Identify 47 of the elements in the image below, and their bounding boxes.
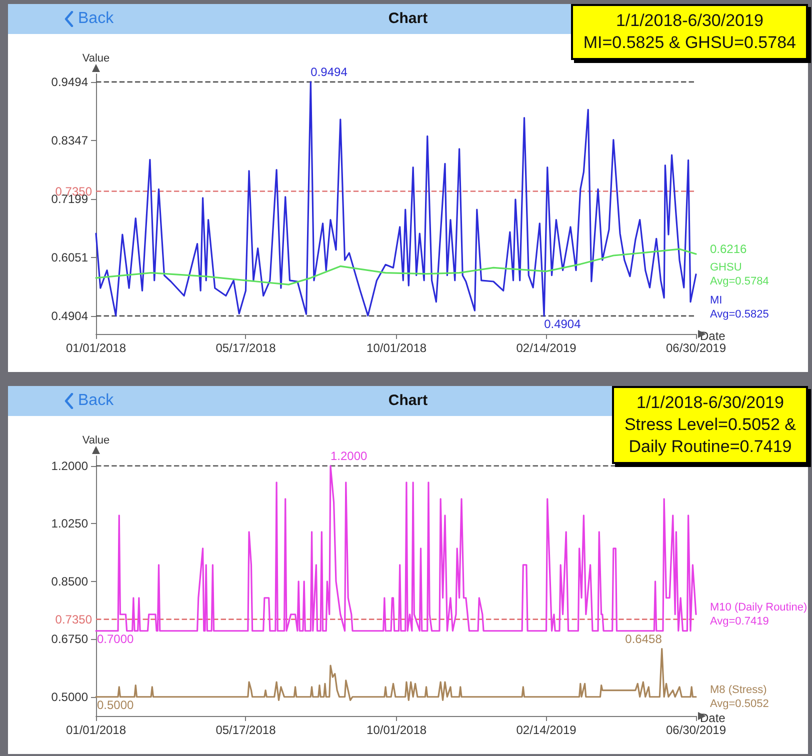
x-tick-label: 02/14/2019 xyxy=(516,341,577,355)
y-tick-label: 1.2000 xyxy=(51,458,88,473)
chart-subtitle: 1/1/2018-6/30/2019 MI=0.5825 & GHSU=0.5784 xyxy=(571,4,808,60)
chart-subtitle: 1/1/2018-6/30/2019 Stress Level=0.5052 & Daily Routine=0.7419 xyxy=(612,386,808,464)
y-tick-label: 0.8500 xyxy=(51,574,88,588)
x-tick-label: 10/01/2018 xyxy=(366,723,427,737)
text: Back xyxy=(78,10,114,28)
annotation: 1.2000 xyxy=(330,448,368,463)
annotation: 0.5000 xyxy=(97,698,134,712)
x-tick-label: 05/17/2018 xyxy=(216,341,276,355)
annotation: 0.6458 xyxy=(625,632,662,646)
text: Avg=0.7419 xyxy=(710,615,769,628)
text: Avg=0.5052 xyxy=(710,698,769,710)
series-label: GHSU xyxy=(710,262,742,274)
ref-line-label: 0.7350 xyxy=(55,612,92,626)
y-tick-label: 0.4904 xyxy=(51,308,88,323)
y-tick-label: 0.6051 xyxy=(51,250,88,264)
x-tick-label: 01/01/2018 xyxy=(66,341,126,355)
x-tick-label: 06/30/2019 xyxy=(666,341,726,355)
annotation: 0.9494 xyxy=(310,64,348,79)
line-series xyxy=(95,248,697,286)
y-tick-label: 0.9494 xyxy=(51,74,88,89)
line-series xyxy=(95,648,697,701)
x-tick-label: 06/30/2019 xyxy=(666,723,726,737)
text: Back xyxy=(78,392,114,410)
text: Avg=0.5825 xyxy=(710,308,769,321)
y-tick-label: 0.5000 xyxy=(51,690,88,704)
chart-title: Chart xyxy=(388,392,428,409)
annotation: 0.4904 xyxy=(544,316,582,331)
y-tick-label: 0.8347 xyxy=(51,133,88,148)
annotation: 0.7000 xyxy=(97,632,134,646)
line-series xyxy=(95,465,697,632)
series-label: M8 (Stress) xyxy=(710,684,767,696)
series-label: M10 (Daily Routine) xyxy=(710,601,808,614)
series-label: MI xyxy=(710,294,722,307)
x-tick-label: 10/01/2018 xyxy=(366,341,427,355)
y-axis-title: Value xyxy=(82,52,110,64)
x-tick-label: 02/14/2019 xyxy=(516,723,577,737)
chart-title: Chart xyxy=(388,10,428,27)
x-tick-label: 01/01/2018 xyxy=(66,723,126,737)
annotation: 0.6216 xyxy=(710,242,748,256)
y-axis-title: Value xyxy=(82,434,110,446)
x-tick-label: 05/17/2018 xyxy=(216,723,276,737)
text: Avg=0.5784 xyxy=(710,276,769,288)
y-tick-label: 0.6750 xyxy=(51,632,88,646)
y-tick-label: 1.0250 xyxy=(51,516,88,531)
line-series xyxy=(95,81,697,317)
